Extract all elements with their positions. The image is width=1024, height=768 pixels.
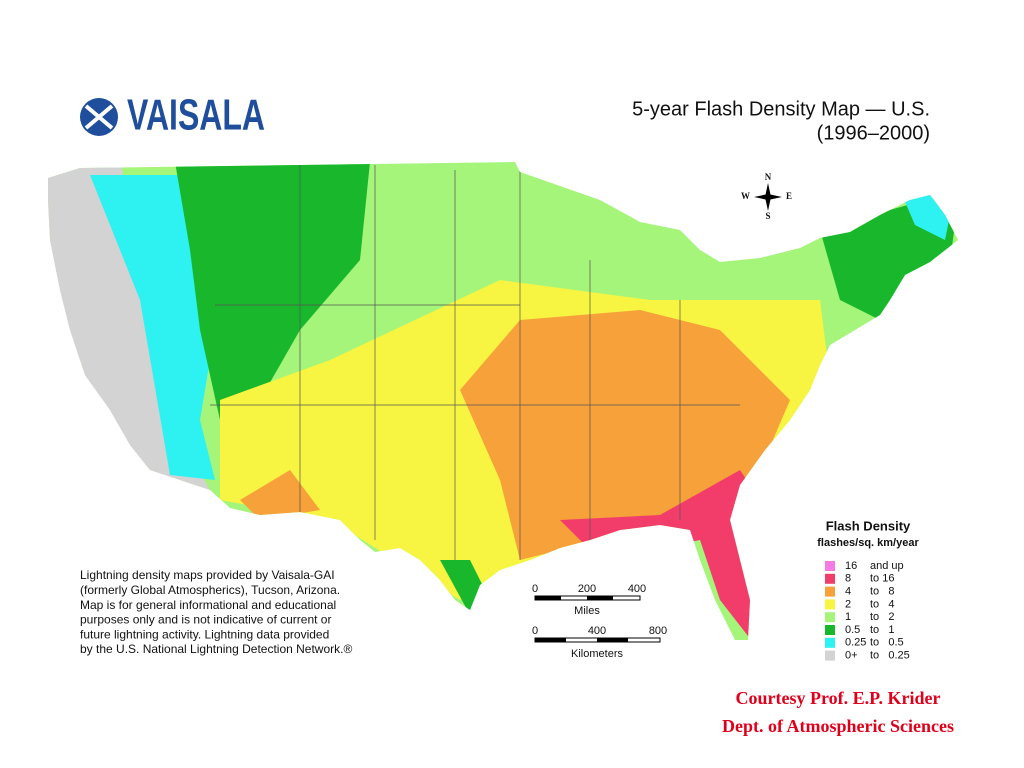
scale-label: 0: [532, 625, 538, 637]
note-line: by the U.S. National Lightning Detection…: [80, 642, 352, 656]
legend-from: 0.25: [845, 637, 866, 649]
compass: N S E W: [741, 172, 792, 221]
compass-n: N: [765, 172, 772, 182]
scale-label: 200: [578, 583, 596, 595]
note-line: future lightning activity. Lightning dat…: [80, 627, 329, 641]
legend-swatch: [825, 612, 835, 623]
scale-label: 800: [649, 625, 667, 637]
title: 5-year Flash Density Map — U.S.: [632, 98, 930, 120]
note: Lightning density maps provided by Vaisa…: [80, 568, 352, 656]
note-line: (formerly Global Atmospherics), Tucson, …: [80, 583, 340, 597]
legend-from: 0+: [845, 650, 858, 662]
legend-subtitle: flashes/sq. km/year: [817, 537, 919, 549]
title: (1996–2000): [817, 122, 930, 144]
legend: 16 and up 8 to 16 4 to 8 2 to 4 1 to 2 0.5 to 1 0.25…: [825, 560, 910, 662]
legend-to: and up: [870, 560, 904, 572]
scale-unit: Kilometers: [571, 648, 623, 660]
legend-swatch: [825, 561, 835, 571]
scale-label: 400: [628, 583, 646, 595]
compass-e: E: [786, 191, 792, 201]
legend-from: 0.5: [845, 624, 860, 636]
scale-label: 0: [532, 583, 538, 595]
courtesy: Courtesy Prof. E.P. Krider: [736, 688, 941, 708]
note-line: purposes only and is not indicative of c…: [80, 613, 331, 627]
courtesy: Dept. of Atmospheric Sciences: [722, 716, 954, 736]
legend-to: to 2: [870, 611, 894, 623]
legend-swatch: [825, 625, 835, 635]
legend-swatch: [825, 599, 835, 610]
legend-from: 1: [845, 611, 851, 623]
legend-to: to 16: [870, 573, 894, 585]
scale-bars: 0 200 400 Miles 0 400 800 Kilometers: [532, 583, 667, 660]
logo-text: VAISALA: [127, 91, 265, 140]
legend-from: 8: [845, 573, 851, 585]
legend-to: to 8: [870, 586, 894, 598]
legend-from: 16: [845, 560, 857, 572]
legend-to: to 0.5: [870, 637, 904, 649]
legend-to: to 1: [870, 624, 894, 636]
legend-title: Flash Density: [826, 518, 911, 533]
note-line: Map is for general informational and edu…: [80, 598, 336, 612]
legend-from: 4: [845, 586, 851, 598]
legend-swatch: [825, 650, 835, 661]
compass-s: S: [765, 211, 770, 221]
legend-swatch: [825, 573, 835, 584]
logo: VAISALA: [80, 91, 265, 140]
compass-w: W: [741, 191, 750, 201]
legend-to: to 0.25: [870, 650, 910, 662]
scale-label: 400: [588, 625, 606, 637]
legend-swatch: [825, 586, 835, 597]
legend-swatch: [825, 637, 835, 648]
legend-to: to 4: [870, 598, 894, 610]
legend-from: 2: [845, 598, 851, 610]
note-line: Lightning density maps provided by Vaisa…: [80, 568, 335, 582]
scale-unit: Miles: [574, 605, 600, 617]
state-lines: [210, 165, 740, 560]
